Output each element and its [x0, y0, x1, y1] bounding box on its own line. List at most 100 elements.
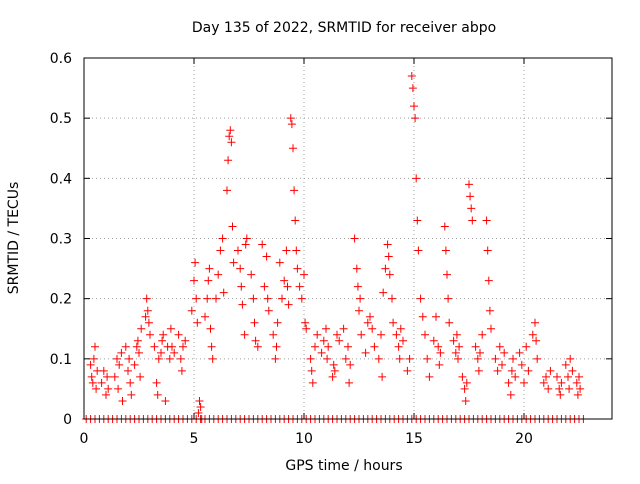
data-point — [229, 258, 238, 267]
data-point — [344, 342, 352, 351]
data-point — [237, 282, 246, 291]
data-point — [460, 384, 469, 393]
data-point — [504, 378, 513, 387]
data-point — [478, 330, 487, 339]
data-point — [300, 270, 308, 279]
data-point — [411, 114, 420, 123]
data-point — [204, 276, 213, 285]
data-point — [195, 396, 204, 405]
data-point — [92, 384, 101, 393]
data-point — [565, 384, 574, 393]
data-point — [311, 342, 319, 351]
data-point — [207, 342, 216, 351]
data-point — [487, 324, 495, 333]
data-point — [449, 336, 458, 345]
data-point — [124, 366, 132, 375]
data-point — [528, 330, 537, 339]
data-point — [345, 378, 354, 387]
data-point — [517, 360, 526, 369]
data-point — [461, 396, 470, 405]
data-point — [150, 342, 159, 351]
data-point — [278, 294, 286, 303]
data-point — [423, 354, 432, 363]
data-point — [575, 372, 583, 381]
data-point — [290, 186, 299, 195]
data-point — [506, 390, 515, 399]
data-point — [425, 372, 434, 381]
data-point — [572, 378, 581, 387]
data-point — [190, 276, 198, 285]
data-point — [515, 348, 524, 357]
data-point — [240, 330, 249, 339]
data-point — [524, 366, 533, 375]
data-point — [370, 342, 379, 351]
data-point — [328, 372, 337, 381]
data-point — [493, 366, 502, 375]
data-point — [137, 324, 146, 333]
data-point — [389, 318, 398, 327]
data-point — [335, 336, 344, 345]
y-axis-label: SRMTID / TECUs — [6, 182, 22, 295]
data-point — [573, 390, 582, 399]
data-point — [436, 348, 445, 357]
data-point — [466, 192, 475, 201]
data-point — [289, 144, 297, 153]
data-point — [313, 330, 322, 339]
data-point — [206, 324, 215, 333]
data-point — [576, 384, 585, 393]
data-point — [291, 216, 300, 225]
data-point — [308, 378, 317, 387]
data-point — [407, 72, 416, 81]
data-point — [295, 282, 304, 291]
data-point — [361, 348, 370, 357]
data-point — [435, 360, 444, 369]
data-point — [165, 354, 174, 363]
data-point — [468, 216, 477, 225]
data-point — [403, 366, 412, 375]
data-point — [473, 354, 482, 363]
data-point — [234, 246, 242, 255]
data-point — [454, 354, 462, 363]
data-point — [414, 246, 423, 255]
data-point — [121, 342, 130, 351]
data-point — [441, 246, 450, 255]
data-point — [115, 360, 124, 369]
data-point — [104, 384, 113, 393]
data-point — [282, 246, 291, 255]
data-point — [542, 372, 550, 381]
data-point — [133, 336, 142, 345]
y-tick-label: 0.6 — [50, 51, 72, 67]
data-point — [363, 318, 372, 327]
data-point — [280, 276, 289, 285]
data-point — [287, 120, 296, 129]
data-point — [205, 264, 214, 273]
data-point — [269, 330, 278, 339]
x-tick-label: 10 — [295, 431, 313, 447]
data-point — [323, 354, 332, 363]
data-point — [432, 312, 440, 321]
data-point — [495, 342, 504, 351]
data-point — [476, 348, 484, 357]
data-point — [226, 126, 235, 135]
data-point — [264, 306, 273, 315]
chart-title: Day 135 of 2022, SRMTID for receiver abp… — [192, 20, 496, 36]
data-point — [561, 360, 570, 369]
data-point — [377, 330, 385, 339]
data-point — [127, 390, 136, 399]
data-point — [384, 252, 393, 261]
data-point — [324, 342, 333, 351]
data-point — [203, 294, 212, 303]
data-point — [520, 378, 528, 387]
data-point — [451, 348, 460, 357]
data-point — [330, 366, 339, 375]
x-tick-label: 0 — [80, 431, 89, 447]
data-point — [322, 324, 330, 333]
data-point — [154, 354, 163, 363]
data-point — [168, 342, 176, 351]
data-point — [339, 324, 348, 333]
data-point — [194, 408, 203, 417]
data-point — [482, 216, 491, 225]
data-point — [192, 294, 201, 303]
data-point — [297, 294, 306, 303]
